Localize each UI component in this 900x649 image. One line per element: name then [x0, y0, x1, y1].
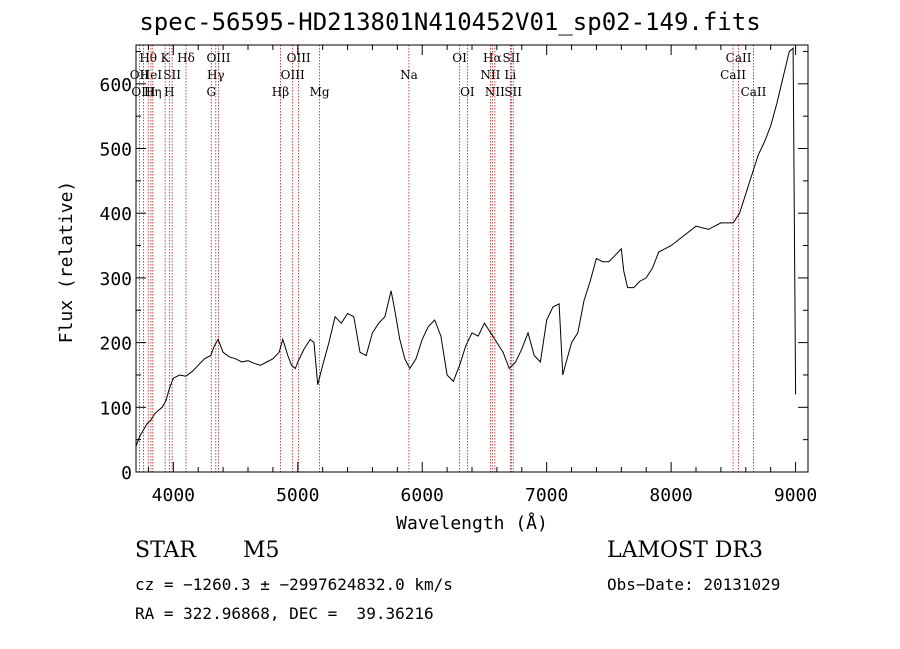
marker-label-20: SII — [502, 51, 520, 65]
redshift-line: cz = −1260.3 ± −2997624832.0 km/s — [135, 575, 453, 594]
y-tick-label-2: 200 — [99, 334, 132, 355]
observation-date: Obs−Date: 20131029 — [607, 575, 781, 594]
y-tick-label-4: 400 — [99, 204, 132, 225]
x-tick-label-5: 9000 — [774, 485, 817, 506]
y-tick-label-6: 600 — [99, 75, 132, 96]
marker-label-19: Hα — [483, 51, 502, 65]
marker-label-15: Mg — [310, 85, 330, 99]
marker-label-0: Hθ — [139, 51, 157, 65]
marker-label-22: Li — [504, 68, 516, 82]
coordinates: RA = 322.96868, DEC = 39.36216 — [135, 604, 434, 623]
y-tick-label-1: 100 — [99, 398, 132, 419]
marker-label-13: OIII — [287, 51, 311, 65]
marker-label-6: SII — [163, 68, 181, 82]
y-tick-label-3: 300 — [99, 269, 132, 290]
spectrum-series — [135, 47, 797, 447]
marker-label-7: H — [164, 85, 174, 99]
marker-label-4: Hη — [144, 85, 162, 99]
marker-label-16: Na — [400, 68, 418, 82]
survey-name: LAMOST DR3 — [607, 538, 763, 563]
marker-label-24: SII — [504, 85, 522, 99]
marker-label-2: HeI — [140, 68, 163, 82]
marker-label-5: K — [161, 51, 171, 65]
object-type: STAR — [135, 538, 196, 563]
plot-frame — [135, 44, 809, 473]
marker-label-18: OI — [460, 85, 475, 99]
marker-label-3: OIII — [131, 85, 155, 99]
marker-label-17: OI — [452, 51, 467, 65]
marker-label-23: NII — [485, 85, 505, 99]
x-tick-label-1: 5000 — [276, 485, 319, 506]
y-tick-label-5: 500 — [99, 140, 132, 161]
subclass: M5 — [243, 538, 280, 563]
marker-label-26: CaII — [720, 68, 746, 82]
marker-label-21: NII — [480, 68, 500, 82]
marker-label-8: Hδ — [177, 51, 195, 65]
axis-ticks: 4000 5000 6000 7000 8000 9000 0 100 200 300 400 500… — [99, 45, 817, 506]
y-axis-label: Flux (relative) — [56, 181, 77, 344]
marker-label-10: Hγ — [207, 68, 225, 82]
marker-label-1: OII — [130, 68, 150, 82]
marker-label-14: OIII — [281, 68, 305, 82]
marker-label-27: CaII — [741, 85, 767, 99]
marker-label-25: CaII — [726, 51, 752, 65]
x-tick-label-4: 8000 — [649, 485, 692, 506]
marker-label-11: G — [206, 85, 216, 99]
marker-label-9: OIII — [206, 51, 230, 65]
spectrum-line-0 — [135, 47, 797, 447]
x-tick-label-3: 7000 — [525, 485, 568, 506]
y-tick-label-0: 0 — [121, 463, 132, 484]
chart-title: spec-56595-HD213801N410452V01_sp02-149.f… — [139, 8, 761, 36]
x-tick-label-0: 4000 — [152, 485, 195, 506]
marker-label-12: Hβ — [272, 85, 289, 99]
x-axis-label: Wavelength (Å) — [396, 512, 548, 534]
x-tick-label-2: 6000 — [401, 485, 444, 506]
